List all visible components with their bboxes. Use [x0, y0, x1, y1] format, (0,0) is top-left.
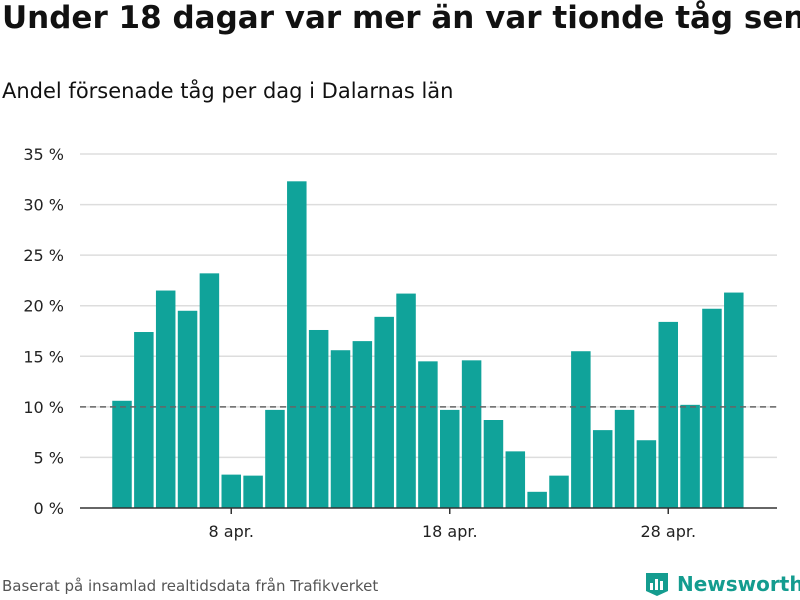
chart-subtitle: Andel försenade tåg per dag i Dalarnas l…: [2, 79, 454, 103]
bar: [374, 316, 394, 508]
bar: [658, 321, 678, 508]
y-tick-label: 30 %: [23, 196, 64, 215]
bar: [221, 474, 241, 508]
brand-logo: Newsworthy: [644, 569, 800, 599]
bar: [134, 332, 154, 508]
bar: [265, 409, 285, 508]
bar: [461, 360, 482, 508]
y-tick-label: 0 %: [34, 499, 64, 518]
chart-title: Under 18 dagar var mer än var tionde tåg…: [2, 0, 800, 36]
bar: [112, 400, 132, 508]
y-tick-label: 15 %: [23, 347, 64, 366]
source-note: Baserat på insamlad realtidsdata från Tr…: [2, 577, 379, 595]
bar: [330, 350, 351, 508]
bar: [549, 475, 569, 508]
bar: [287, 181, 307, 508]
bar: [308, 329, 329, 508]
bar: [243, 475, 263, 508]
bar: [636, 440, 657, 508]
y-tick-label: 5 %: [34, 448, 64, 467]
brand-name: Newsworthy: [677, 572, 800, 596]
bar: [440, 409, 460, 508]
bar: [614, 409, 635, 508]
x-tick-label: 8 apr.: [209, 522, 254, 541]
x-tick-label: 28 apr.: [640, 522, 696, 541]
newsworthy-logo-icon: [646, 573, 668, 596]
x-axis-tick-labels: 8 apr. 18 apr. 28 apr.: [209, 522, 697, 541]
bar: [505, 451, 526, 508]
bar: [483, 420, 504, 508]
x-tick-label: 18 apr.: [422, 522, 478, 541]
bar: [396, 293, 416, 508]
bars: [112, 181, 744, 508]
y-tick-label: 25 %: [23, 246, 64, 265]
bar: [680, 404, 700, 508]
bar: [199, 273, 220, 508]
y-tick-label: 35 %: [23, 145, 64, 164]
x-axis: [80, 507, 777, 514]
bar: [702, 308, 722, 508]
bar: [527, 491, 547, 508]
bar: [155, 290, 176, 508]
bar: [418, 361, 438, 508]
bar: [352, 341, 373, 508]
bar: [592, 430, 613, 508]
bar: [177, 310, 198, 508]
y-axis-tick-labels: 0 % 5 % 10 % 15 % 20 % 25 % 30 % 35 %: [23, 145, 64, 518]
y-tick-label: 20 %: [23, 297, 64, 316]
bar: [724, 292, 744, 508]
y-tick-label: 10 %: [23, 398, 64, 417]
bar: [571, 351, 591, 508]
